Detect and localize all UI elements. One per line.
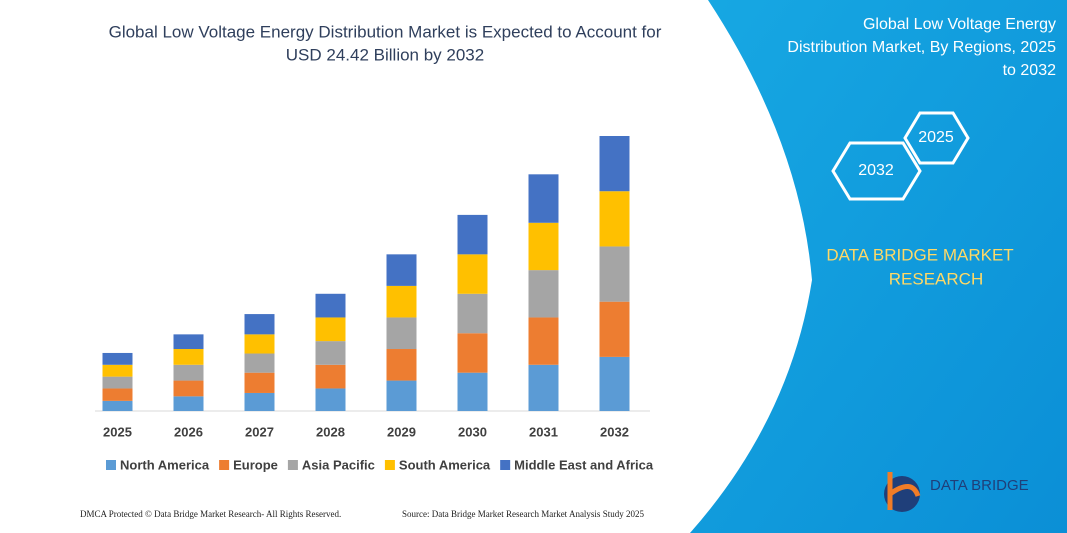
bar-segment: [102, 376, 133, 389]
bar-segment: [457, 293, 488, 334]
bar-segment: [173, 364, 204, 381]
x-tick-label: 2025: [103, 424, 132, 439]
hex-label: 2032: [858, 162, 894, 179]
legend-label: Middle East and Africa: [514, 457, 654, 472]
bar-segment: [386, 317, 417, 350]
bar-segment: [457, 333, 488, 373]
legend-swatch: [384, 460, 395, 470]
legend-swatch: [219, 460, 230, 470]
legend-swatch: [106, 460, 116, 470]
bar-segment: [386, 254, 417, 286]
panel-title: Global Low Voltage Energy: [863, 16, 1056, 33]
bar-segment: [244, 334, 275, 354]
bar-segment: [457, 254, 488, 294]
bar-segment: [599, 246, 630, 302]
bar-segment: [528, 364, 559, 411]
bar-segment: [244, 372, 275, 393]
bar-segment: [244, 392, 275, 411]
chart-title: USD 24.42 Billion by 2032: [286, 45, 484, 64]
hexagon: [903, 111, 970, 165]
bar-segment: [315, 317, 346, 342]
hex-label: 2025: [918, 129, 954, 146]
x-tick-label: 2031: [529, 424, 558, 439]
bar-segment: [386, 349, 417, 381]
legend-label: Europe: [233, 457, 278, 472]
x-tick-label: 2032: [600, 424, 629, 439]
bar-segment: [386, 380, 417, 411]
legend-label: Asia Pacific: [302, 457, 375, 472]
bar-segment: [457, 214, 488, 255]
bar-segment: [528, 317, 559, 365]
bar-segment: [315, 364, 346, 389]
bar-segment: [173, 380, 204, 397]
bar-segment: [173, 396, 204, 411]
bar-segment: [315, 341, 346, 365]
brand-text: DATA BRIDGE MARKET: [826, 245, 1013, 264]
legend-swatch: [500, 460, 511, 470]
brand-text: RESEARCH: [889, 269, 983, 288]
bar-segment: [599, 191, 630, 247]
x-tick-label: 2028: [316, 424, 345, 439]
footer-text: Source: Data Bridge Market Research Mark…: [402, 509, 644, 519]
bar-segment: [599, 356, 630, 411]
legend-label: South America: [399, 457, 491, 472]
bar-segment: [528, 174, 559, 223]
bar-segment: [102, 364, 133, 377]
bar-segment: [244, 314, 275, 335]
bar-segment: [173, 334, 204, 350]
footer-text: DMCA Protected © Data Bridge Market Rese…: [80, 509, 341, 519]
logo-mark: [887, 472, 921, 510]
bar-segment: [315, 293, 346, 318]
bar-segment: [528, 222, 559, 271]
bar-segment: [102, 352, 133, 365]
x-tick-label: 2027: [245, 424, 274, 439]
chart-title: Global Low Voltage Energy Distribution M…: [109, 22, 662, 41]
hexagon: [831, 141, 922, 201]
legend-swatch: [287, 460, 298, 470]
bar-segment: [599, 136, 630, 192]
bar-segment: [244, 353, 275, 373]
panel-title: to 2032: [1003, 62, 1056, 79]
x-tick-label: 2026: [174, 424, 203, 439]
bar-segment: [599, 301, 630, 357]
x-tick-label: 2030: [458, 424, 487, 439]
bar-segment: [315, 388, 346, 411]
bar-segment: [528, 270, 559, 318]
bar-segment: [102, 388, 133, 401]
bar-segment: [386, 285, 417, 318]
bar-segment: [457, 372, 488, 411]
bar-segment: [102, 400, 133, 411]
panel-title: Distribution Market, By Regions, 2025: [787, 39, 1056, 56]
side-panel: [690, 0, 1067, 533]
logo-text: DATA BRIDGE: [930, 477, 1029, 494]
legend-label: North America: [120, 457, 210, 472]
bar-segment: [173, 349, 204, 365]
x-tick-label: 2029: [387, 424, 416, 439]
